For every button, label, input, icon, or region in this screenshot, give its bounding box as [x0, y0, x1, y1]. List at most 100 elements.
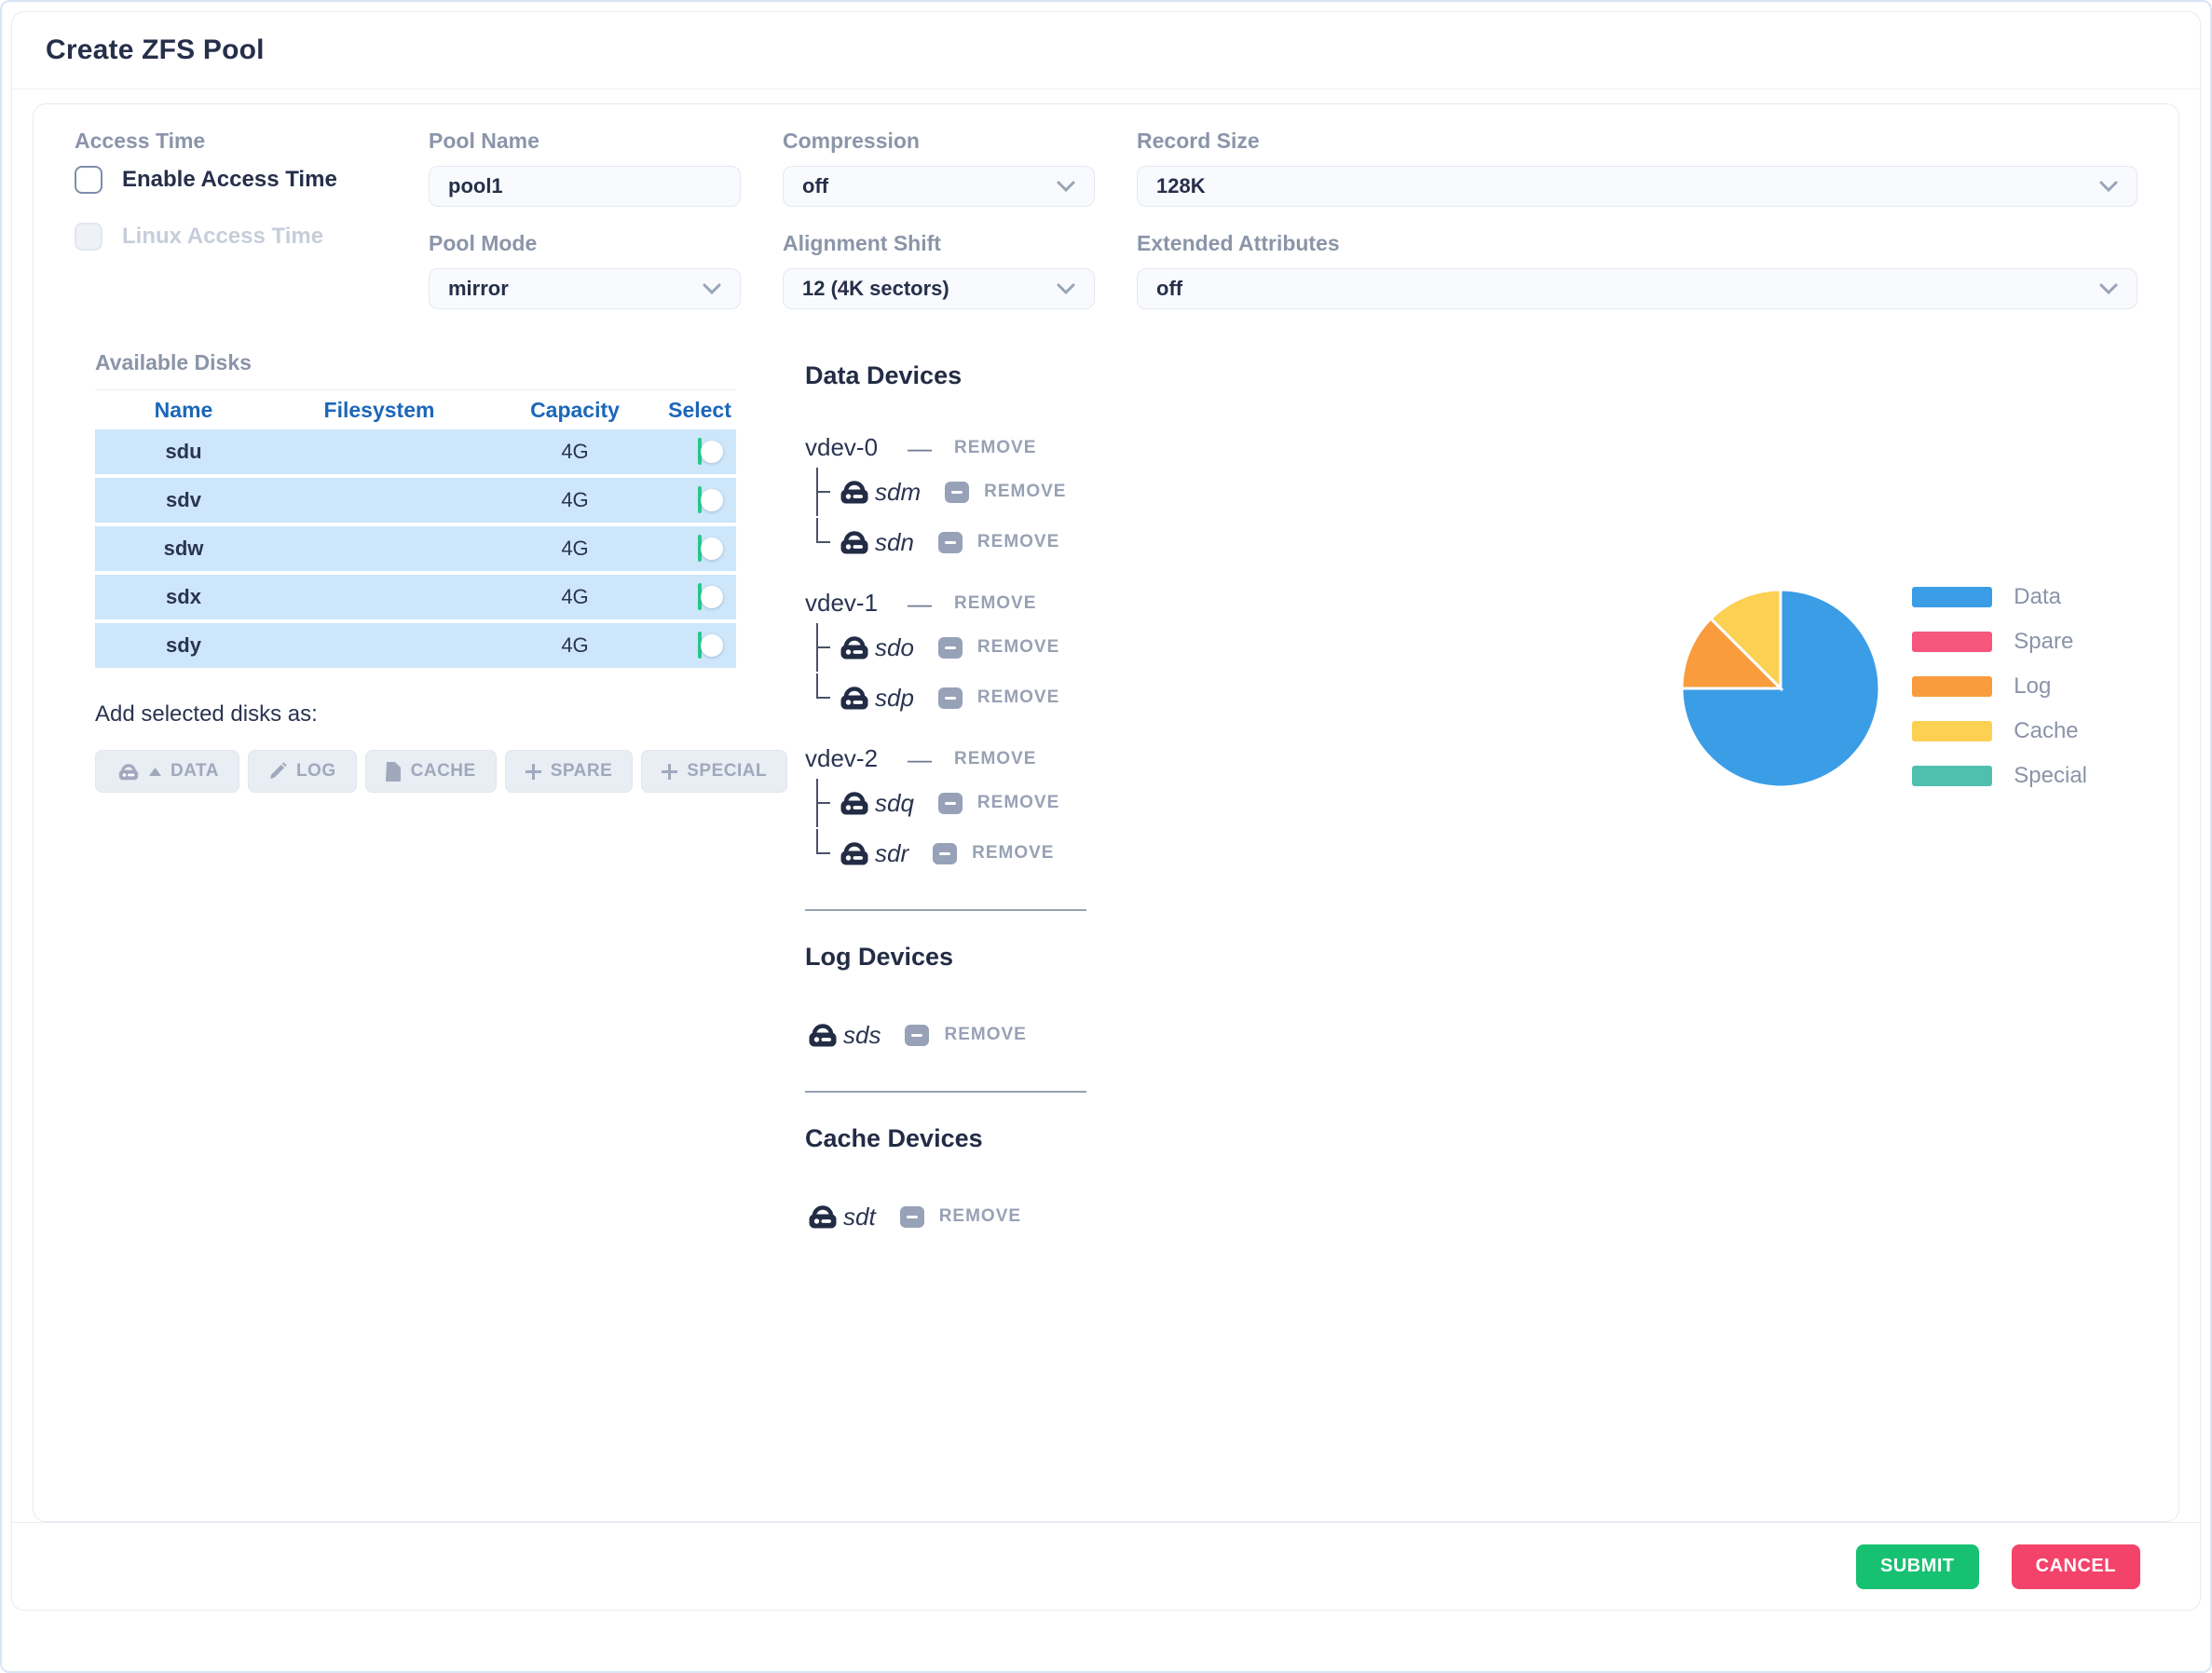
disk-select-toggle[interactable]	[698, 583, 723, 610]
remove-device-button[interactable]: REMOVE	[976, 793, 1060, 812]
chevron-down-icon	[1057, 181, 1075, 193]
toggle-knob	[701, 441, 723, 463]
add-as-button-label: LOG	[295, 761, 336, 781]
disk-select-toggle[interactable]	[698, 486, 723, 513]
vdev-name: vdev-0	[805, 433, 879, 461]
linux-access-time-checkbox[interactable]	[75, 223, 102, 251]
add-as-special-button[interactable]: SPECIAL	[641, 750, 788, 793]
add-as-cache-button[interactable]: CACHE	[364, 750, 497, 793]
device-name: sdp	[875, 683, 914, 712]
chevron-down-icon	[703, 283, 721, 295]
disk-name: sdy	[166, 633, 201, 657]
disk-select-toggle[interactable]	[698, 535, 723, 562]
pie-chart	[1680, 588, 1881, 789]
legend-swatch	[1912, 587, 1993, 607]
disk-icon	[840, 531, 868, 554]
device-name: sdr	[875, 838, 909, 867]
disk-name: sdv	[166, 488, 201, 511]
vdev-header: vdev-1 — REMOVE	[805, 589, 1086, 618]
column-header-capacity: Capacity	[530, 397, 620, 422]
disk-select-toggle[interactable]	[698, 438, 723, 465]
remove-vdev-minus-icon[interactable]: —	[908, 744, 933, 773]
pool-name-input[interactable]: pool1	[429, 166, 741, 207]
remove-vdev-button[interactable]: REMOVE	[954, 437, 1037, 457]
remove-device-button[interactable]: REMOVE	[944, 1025, 1027, 1044]
alignment-shift-field: Alignment Shift 12 (4K sectors)	[783, 231, 1095, 309]
toggle-knob	[701, 586, 723, 608]
disk-name: sdx	[166, 585, 201, 608]
disk-row-sdy[interactable]: sdy 4G	[95, 623, 736, 668]
remove-device-button[interactable]: REMOVE	[984, 482, 1067, 501]
remove-device-minus-icon[interactable]	[937, 687, 963, 709]
remove-device-button[interactable]: REMOVE	[938, 1206, 1022, 1226]
alignment-shift-select[interactable]: 12 (4K sectors)	[783, 268, 1095, 309]
linux-access-time-row: Linux Access Time	[75, 223, 387, 251]
tree-branch-icon	[816, 623, 837, 672]
device-name: sdn	[875, 527, 914, 556]
vdev-header: vdev-0 — REMOVE	[805, 433, 1086, 462]
remove-vdev-minus-icon[interactable]: —	[908, 433, 933, 462]
vdev-group-vdev-0: vdev-0 — REMOVE sdm REMOVE sdn REMOVE	[805, 433, 1086, 563]
pool-name-label: Pool Name	[429, 129, 539, 153]
file-icon	[385, 761, 401, 782]
remove-vdev-button[interactable]: REMOVE	[954, 592, 1037, 613]
extended-attributes-select[interactable]: off	[1137, 268, 2137, 309]
remove-device-button[interactable]: REMOVE	[972, 843, 1055, 863]
remove-device-minus-icon[interactable]	[899, 1205, 924, 1228]
disk-capacity: 4G	[561, 440, 589, 463]
remove-device-minus-icon[interactable]	[937, 792, 963, 814]
toggle-knob	[701, 537, 723, 560]
remove-vdev-minus-icon[interactable]: —	[908, 589, 933, 618]
add-selected-disks-label: Add selected disks as:	[95, 701, 318, 727]
enable-access-time-text: Enable Access Time	[122, 167, 337, 192]
caret-up-icon	[149, 767, 161, 776]
cache-device-list: sdt REMOVE	[805, 1196, 1086, 1237]
add-as-log-button[interactable]: LOG	[247, 750, 357, 793]
pool-composition-chart: Data Spare Log Cache Special	[1677, 584, 2087, 792]
record-size-label: Record Size	[1137, 129, 1260, 153]
add-as-button-label: DATA	[171, 761, 219, 781]
compression-select[interactable]: off	[783, 166, 1095, 207]
add-as-button-row: DATA LOG CACHE SPARE SPECIAL	[95, 750, 788, 793]
plus-icon	[662, 763, 678, 780]
record-size-field: Record Size 128K	[1137, 129, 2137, 207]
legend-item-special: Special	[1912, 763, 2087, 788]
extended-attributes-label: Extended Attributes	[1137, 231, 1340, 255]
remove-vdev-button[interactable]: REMOVE	[954, 748, 1037, 768]
record-size-select[interactable]: 128K	[1137, 166, 2137, 207]
remove-device-minus-icon[interactable]	[945, 481, 970, 503]
remove-device-button[interactable]: REMOVE	[976, 532, 1060, 551]
add-as-button-label: CACHE	[410, 761, 476, 781]
legend-swatch	[1912, 721, 1993, 741]
pie-slice-cache	[1709, 588, 1782, 692]
remove-device-minus-icon[interactable]	[937, 531, 963, 553]
log-device-list: sds REMOVE	[805, 1014, 1086, 1055]
pool-mode-select[interactable]: mirror	[429, 268, 741, 309]
remove-device-minus-icon[interactable]	[937, 636, 963, 659]
remove-device-button[interactable]: REMOVE	[976, 687, 1060, 707]
device-row-sdp: sdp REMOVE	[816, 673, 1086, 718]
disk-icon	[840, 792, 868, 815]
device-name: sdo	[875, 632, 914, 661]
remove-device-minus-icon[interactable]	[905, 1024, 930, 1046]
disk-name: sdu	[165, 440, 202, 463]
disk-icon	[840, 842, 868, 865]
submit-button[interactable]: SUBMIT	[1855, 1544, 1979, 1589]
remove-device-minus-icon[interactable]	[933, 842, 958, 864]
disk-row-sdw[interactable]: sdw 4G	[95, 526, 736, 571]
disk-row-sdv[interactable]: sdv 4G	[95, 478, 736, 523]
disk-select-toggle[interactable]	[698, 632, 723, 659]
disk-icon	[840, 481, 868, 504]
tree-branch-icon	[816, 518, 837, 563]
column-header-select: Select	[668, 397, 731, 422]
cancel-button[interactable]: CANCEL	[2011, 1544, 2140, 1589]
add-as-data-button[interactable]: DATA	[95, 750, 239, 793]
add-as-spare-button[interactable]: SPARE	[504, 750, 634, 793]
disk-row-sdx[interactable]: sdx 4G	[95, 575, 736, 619]
device-row-sdn: sdn REMOVE	[816, 518, 1086, 563]
remove-device-button[interactable]: REMOVE	[976, 637, 1060, 657]
disk-row-sdu[interactable]: sdu 4G	[95, 429, 736, 474]
dialog-footer: SUBMIT CANCEL	[12, 1522, 2200, 1610]
enable-access-time-checkbox[interactable]	[75, 166, 102, 194]
disks-section: Available Disks Name Filesystem Capacity Se…	[75, 350, 2137, 1237]
